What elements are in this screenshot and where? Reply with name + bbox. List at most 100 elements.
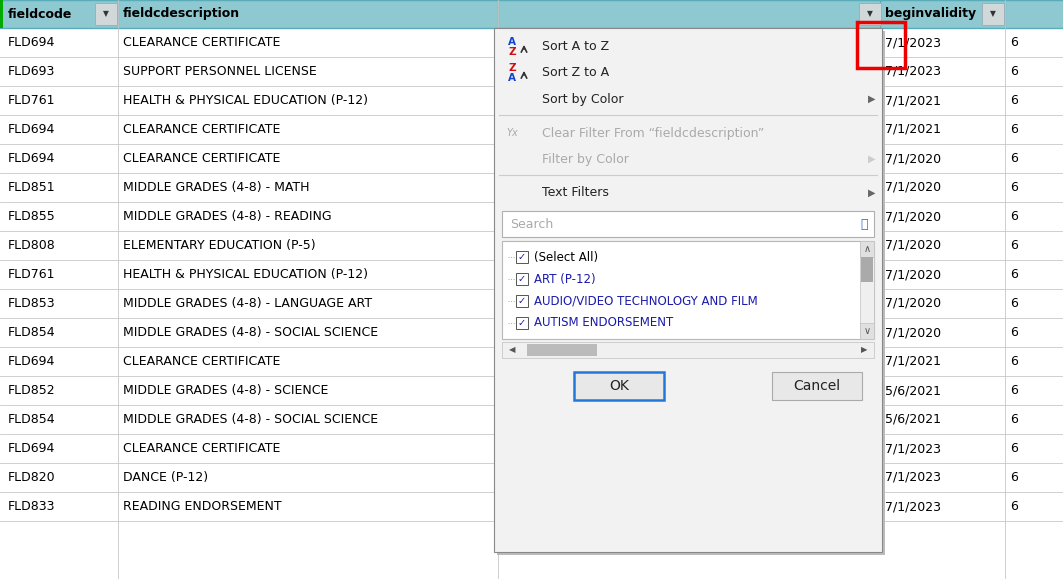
Text: FLD761: FLD761	[9, 94, 55, 107]
Text: 7/1/2020: 7/1/2020	[885, 297, 941, 310]
Text: HEALTH & PHYSICAL EDUCATION (P-12): HEALTH & PHYSICAL EDUCATION (P-12)	[123, 268, 368, 281]
Text: ∧: ∧	[863, 244, 871, 254]
Text: FLD853: FLD853	[9, 297, 55, 310]
Bar	[502, 342, 874, 358]
Text: ✓: ✓	[518, 252, 526, 262]
Text: FLD761: FLD761	[9, 268, 55, 281]
Text: FLD808: FLD808	[9, 239, 55, 252]
Text: 7/1/2023: 7/1/2023	[885, 471, 941, 484]
Text: 6: 6	[1010, 36, 1018, 49]
Text: FLD854: FLD854	[9, 413, 55, 426]
Text: ▼: ▼	[867, 9, 873, 19]
Bar	[0, 463, 1063, 492]
Text: 7/1/2023: 7/1/2023	[885, 65, 941, 78]
Text: FLD694: FLD694	[9, 442, 55, 455]
Bar	[502, 241, 874, 339]
Text: AUTISM ENDORSEMENT: AUTISM ENDORSEMENT	[534, 317, 673, 329]
Text: 6: 6	[1010, 413, 1018, 426]
Bar	[861, 257, 873, 282]
Bar	[0, 28, 1063, 57]
Text: SUPPORT PERSONNEL LICENSE: SUPPORT PERSONNEL LICENSE	[123, 65, 317, 78]
Text: Clear Filter From “fieldcdescription”: Clear Filter From “fieldcdescription”	[542, 126, 764, 140]
Text: ✓: ✓	[518, 296, 526, 306]
Text: HEALTH & PHYSICAL EDUCATION (P-12): HEALTH & PHYSICAL EDUCATION (P-12)	[123, 94, 368, 107]
Text: CLEARANCE CERTIFICATE: CLEARANCE CERTIFICATE	[123, 442, 281, 455]
Bar	[0, 318, 1063, 347]
Text: FLD833: FLD833	[9, 500, 55, 513]
Text: 6: 6	[1010, 152, 1018, 165]
Bar	[0, 115, 1063, 144]
Text: 6: 6	[1010, 65, 1018, 78]
Text: Z: Z	[508, 47, 516, 57]
Text: 7/1/2021: 7/1/2021	[885, 123, 941, 136]
Text: 7/1/2023: 7/1/2023	[885, 36, 941, 49]
Text: FLD820: FLD820	[9, 471, 55, 484]
Text: ▼: ▼	[990, 9, 996, 19]
Bar	[860, 241, 874, 257]
Bar	[0, 260, 1063, 289]
Bar	[0, 86, 1063, 115]
Text: FLD851: FLD851	[9, 181, 55, 194]
Text: ART (P-12): ART (P-12)	[534, 273, 595, 285]
Text: Sort by Color: Sort by Color	[542, 93, 624, 105]
Bar	[0, 347, 1063, 376]
Text: 🔍: 🔍	[860, 218, 867, 230]
Text: DANCE (P-12): DANCE (P-12)	[123, 471, 208, 484]
Text: MIDDLE GRADES (4-8) - SOCIAL SCIENCE: MIDDLE GRADES (4-8) - SOCIAL SCIENCE	[123, 326, 378, 339]
Text: 6: 6	[1010, 123, 1018, 136]
Text: 7/1/2020: 7/1/2020	[885, 210, 941, 223]
Text: Cancel: Cancel	[793, 379, 841, 393]
Bar	[860, 241, 874, 339]
Text: Yx: Yx	[506, 128, 518, 138]
Text: ▶: ▶	[861, 346, 867, 354]
Bar	[516, 295, 528, 307]
Bar	[859, 3, 881, 25]
Text: MIDDLE GRADES (4-8) - MATH: MIDDLE GRADES (4-8) - MATH	[123, 181, 309, 194]
Text: FLD694: FLD694	[9, 123, 55, 136]
Text: ▶: ▶	[868, 188, 876, 198]
Text: 6: 6	[1010, 181, 1018, 194]
Bar	[0, 492, 1063, 521]
Text: MIDDLE GRADES (4-8) - SOCIAL SCIENCE: MIDDLE GRADES (4-8) - SOCIAL SCIENCE	[123, 413, 378, 426]
Bar	[0, 202, 1063, 231]
Text: Filter by Color: Filter by Color	[542, 152, 629, 166]
Text: FLD694: FLD694	[9, 36, 55, 49]
Text: 6: 6	[1010, 297, 1018, 310]
Text: 6: 6	[1010, 471, 1018, 484]
Text: FLD693: FLD693	[9, 65, 55, 78]
Bar	[574, 372, 664, 400]
Text: 7/1/2020: 7/1/2020	[885, 326, 941, 339]
Text: ▶: ▶	[868, 94, 876, 104]
Text: MIDDLE GRADES (4-8) - SCIENCE: MIDDLE GRADES (4-8) - SCIENCE	[123, 384, 328, 397]
Text: Sort Z to A: Sort Z to A	[542, 67, 609, 79]
Text: CLEARANCE CERTIFICATE: CLEARANCE CERTIFICATE	[123, 152, 281, 165]
Bar	[0, 434, 1063, 463]
Text: fieldcdescription: fieldcdescription	[123, 8, 240, 20]
Text: ▼: ▼	[103, 9, 108, 19]
Bar	[516, 273, 528, 285]
Text: ELEMENTARY EDUCATION (P-5): ELEMENTARY EDUCATION (P-5)	[123, 239, 316, 252]
Bar	[982, 3, 1003, 25]
Text: 5/6/2021: 5/6/2021	[885, 413, 941, 426]
Text: ✓: ✓	[518, 318, 526, 328]
Text: MIDDLE GRADES (4-8) - LANGUAGE ART: MIDDLE GRADES (4-8) - LANGUAGE ART	[123, 297, 372, 310]
Text: 6: 6	[1010, 355, 1018, 368]
Text: 6: 6	[1010, 326, 1018, 339]
Text: 7/1/2021: 7/1/2021	[885, 355, 941, 368]
Text: FLD694: FLD694	[9, 152, 55, 165]
Text: 7/1/2020: 7/1/2020	[885, 239, 941, 252]
Text: FLD854: FLD854	[9, 326, 55, 339]
Text: (Select All): (Select All)	[534, 251, 598, 263]
Bar	[857, 22, 905, 68]
Text: Z: Z	[508, 63, 516, 73]
Text: OK: OK	[609, 379, 629, 393]
Bar	[502, 211, 874, 237]
Bar	[497, 31, 885, 555]
Text: READING ENDORSEMENT: READING ENDORSEMENT	[123, 500, 282, 513]
Text: ▶: ▶	[868, 154, 876, 164]
Text: 6: 6	[1010, 94, 1018, 107]
Bar	[0, 0, 1063, 28]
Bar	[516, 251, 528, 263]
Text: A: A	[508, 73, 516, 83]
Text: AUDIO/VIDEO TECHNOLOGY AND FILM: AUDIO/VIDEO TECHNOLOGY AND FILM	[534, 295, 758, 307]
